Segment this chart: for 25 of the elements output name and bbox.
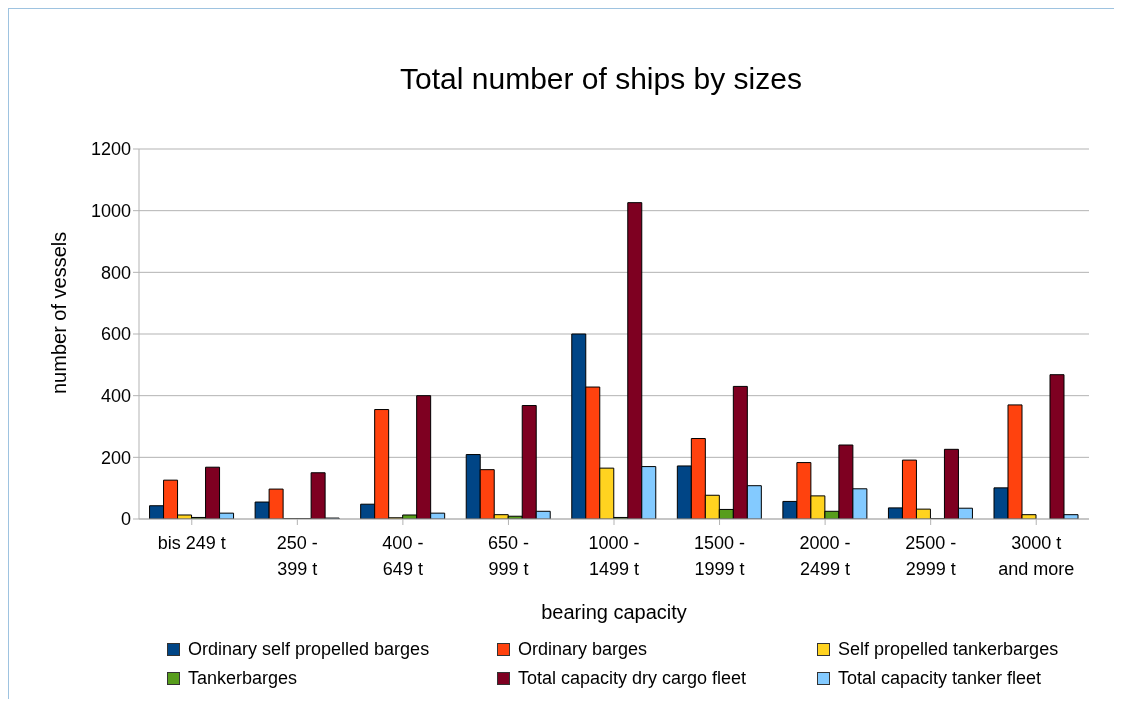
legend-label: Total capacity dry cargo fleet [518, 668, 747, 689]
y-tick-label: 200 [100, 447, 131, 468]
y-tick-label: 0 [120, 509, 131, 530]
legend-label: Self propelled tankerbarges [838, 639, 1059, 660]
x-tick-label: bis 249 t [157, 533, 226, 553]
x-axis-title: bearing capacity [541, 601, 687, 623]
x-tick-label: 3000 t and more [998, 533, 1075, 579]
y-tick-label: 1000 [90, 201, 131, 222]
legend-label: Tankerbarges [188, 668, 298, 689]
legend-label: Ordinary barges [518, 639, 648, 660]
y-tick-label: 1200 [90, 139, 131, 160]
x-tick-label: 250 - 399 t [276, 533, 318, 579]
chart-title: Total number of ships by sizes [400, 62, 802, 95]
x-tick-label: 2000 - 2499 t [799, 533, 851, 579]
x-tick-label: 1000 - 1499 t [588, 533, 640, 579]
y-tick-label: 800 [100, 262, 131, 283]
x-tick-label: 650 - 999 t [487, 533, 529, 579]
x-tick-label: 1500 - 1999 t [694, 533, 746, 579]
y-tick-label: 600 [100, 324, 131, 345]
legend-label: Total capacity tanker fleet [838, 668, 1042, 689]
y-axis-title: number of vessels [48, 231, 71, 394]
legend-label: Ordinary self propelled barges [188, 639, 430, 660]
x-tick-label: 2500 - 2999 t [905, 533, 957, 579]
y-tick-label: 400 [100, 386, 131, 407]
x-tick-label: 400 - 649 t [382, 533, 424, 579]
